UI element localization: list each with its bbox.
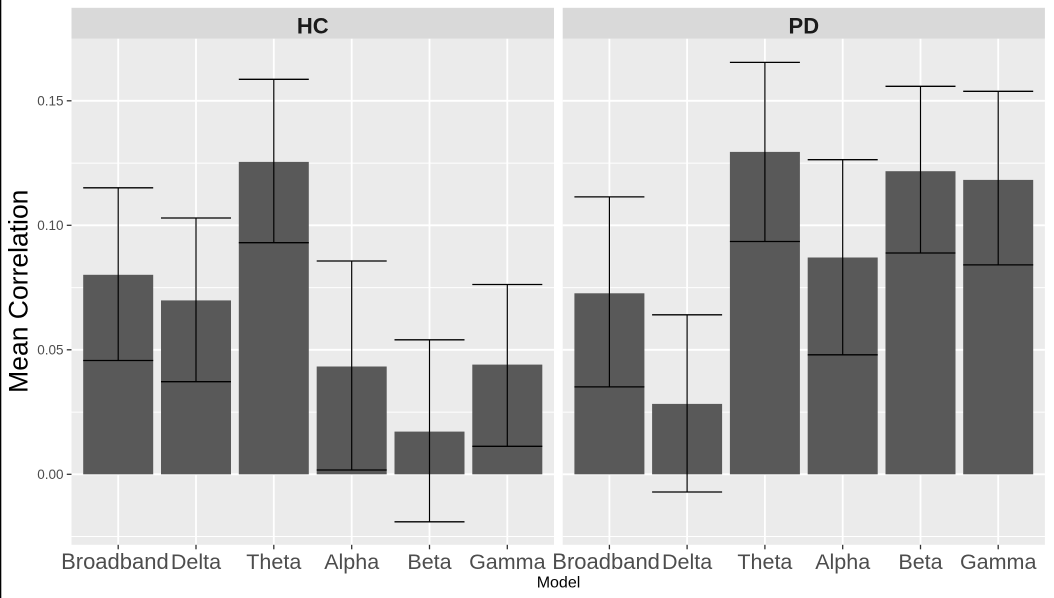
svg-text:Delta: Delta: [662, 550, 712, 574]
svg-text:Beta: Beta: [407, 550, 451, 574]
svg-text:0.10: 0.10: [37, 218, 63, 233]
svg-text:HC: HC: [297, 14, 329, 39]
svg-text:Alpha: Alpha: [324, 550, 379, 574]
svg-text:Broadband: Broadband: [61, 549, 169, 574]
svg-text:Theta: Theta: [246, 550, 301, 574]
svg-text:0.00: 0.00: [37, 467, 63, 482]
svg-text:Gamma: Gamma: [469, 550, 546, 574]
svg-text:PD: PD: [789, 14, 820, 39]
svg-text:0.05: 0.05: [37, 343, 63, 358]
svg-text:Broadband: Broadband: [552, 549, 660, 574]
svg-text:Theta: Theta: [737, 550, 792, 574]
svg-text:Mean Correlation: Mean Correlation: [4, 190, 34, 393]
svg-text:Model: Model: [537, 575, 581, 592]
svg-text:0.15: 0.15: [37, 94, 63, 109]
svg-text:Alpha: Alpha: [815, 550, 870, 574]
svg-text:Beta: Beta: [898, 550, 942, 574]
svg-text:Delta: Delta: [171, 550, 221, 574]
svg-text:Gamma: Gamma: [960, 550, 1037, 574]
